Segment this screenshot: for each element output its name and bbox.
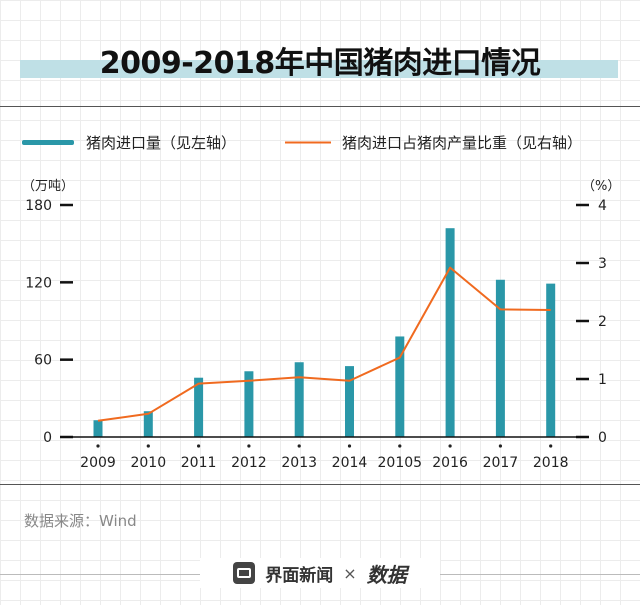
x-tick-dot xyxy=(549,444,553,448)
x-tick-label: 2013 xyxy=(281,455,317,471)
title-highlight-band xyxy=(20,60,618,78)
bar xyxy=(395,336,405,437)
line-series xyxy=(97,266,551,422)
footer-brand: 界面新闻 × 数据 xyxy=(200,558,440,588)
chart: 猪肉进口量（见左轴） 猪肉进口占猪肉产量比重（见右轴）（万吨） （%）0601201… xyxy=(22,134,620,471)
bar xyxy=(93,420,103,437)
y-left-tick-label: 60 xyxy=(34,353,52,369)
y-right-unit-label: （%） xyxy=(582,179,620,194)
x-tick-label: 2016 xyxy=(432,455,468,471)
x-tick-dot xyxy=(197,444,201,448)
x-tick-label: 2010 xyxy=(130,455,166,471)
brand-separator: × xyxy=(343,563,357,583)
x-tick-label: 2018 xyxy=(533,455,569,471)
x-tick-label: 20105 xyxy=(378,455,423,471)
brand-name: 界面新闻 xyxy=(265,565,334,586)
legend-line-label: 猪肉进口占猪肉产量比重（见右轴） xyxy=(342,134,582,152)
x-tick-dot xyxy=(297,444,301,448)
x-tick-dot xyxy=(448,444,452,448)
source-note: 数据来源：Wind xyxy=(24,512,137,530)
legend-bar-label: 猪肉进口量（见左轴） xyxy=(86,134,236,152)
x-tick-dot xyxy=(398,444,402,448)
y-right-tick-label: 2 xyxy=(598,314,607,330)
bar xyxy=(345,366,354,437)
x-tick-dot xyxy=(146,444,150,448)
bar xyxy=(495,279,505,437)
y-left-unit-label: （万吨） xyxy=(22,179,74,194)
bar xyxy=(546,283,556,437)
chart-bottom-divider xyxy=(0,484,640,485)
x-tick-dot xyxy=(498,444,502,448)
x-tick-dot xyxy=(347,444,352,448)
y-left-tick-label: 180 xyxy=(25,198,52,214)
bar xyxy=(194,377,204,437)
y-right-tick-label: 3 xyxy=(598,256,607,272)
bar xyxy=(244,371,254,437)
x-tick-dot xyxy=(96,444,100,448)
x-tick-dot xyxy=(247,444,251,448)
y-left-tick-label: 120 xyxy=(25,275,52,291)
bar xyxy=(294,362,304,437)
x-tick-label: 2017 xyxy=(483,455,519,471)
title-divider xyxy=(0,106,640,107)
data-wise-logo: 数据 xyxy=(366,562,407,587)
y-right-tick-label: 1 xyxy=(598,372,607,388)
bar xyxy=(143,411,153,437)
y-left-tick-label: 0 xyxy=(43,430,52,446)
bar xyxy=(445,228,455,437)
jiemian-logo-icon xyxy=(233,562,256,584)
legend-bar-swatch xyxy=(22,140,74,145)
x-tick-label: 2011 xyxy=(181,455,217,471)
x-tick-label: 2009 xyxy=(80,455,116,471)
x-tick-label: 2014 xyxy=(332,455,368,471)
x-tick-label: 2012 xyxy=(231,455,267,471)
y-right-tick-label: 4 xyxy=(598,198,607,214)
page-title: 2009-2018年中国猪肉进口情况 xyxy=(99,46,541,81)
y-right-tick-label: 0 xyxy=(598,430,607,446)
